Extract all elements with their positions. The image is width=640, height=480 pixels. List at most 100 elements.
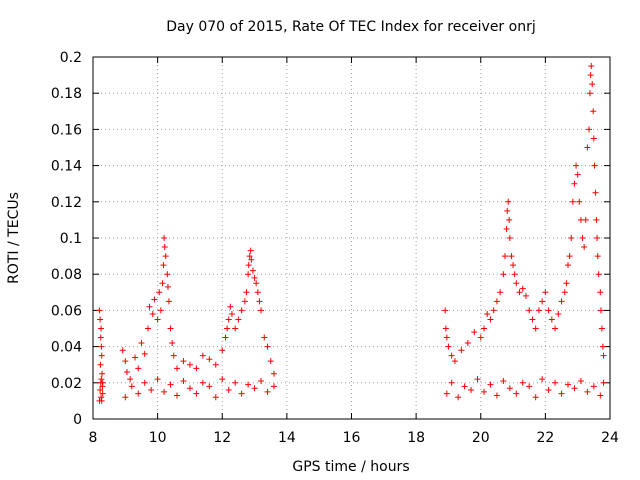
data-point [552, 379, 559, 386]
x-tick-label: 16 [343, 430, 361, 446]
axis-ticks: 8 10 12 14 16 18 20 22 24 0 0.02 0.04 0.06 0.08 0.1 0.1… [51, 50, 619, 446]
data-point [186, 361, 193, 368]
data-point [590, 135, 597, 142]
data-points [96, 63, 607, 404]
data-point [174, 392, 181, 399]
data-point [264, 388, 271, 395]
data-point [270, 370, 277, 377]
chart-title: Day 070 of 2015, Rate Of TEC Index for r… [166, 19, 535, 35]
x-tick-label: 24 [601, 430, 619, 446]
data-point [161, 388, 168, 395]
data-point [569, 198, 576, 205]
data-point [587, 72, 594, 79]
data-point [149, 311, 156, 318]
data-point [246, 253, 253, 260]
data-point [180, 358, 187, 365]
data-point [573, 162, 580, 169]
data-point [558, 298, 565, 305]
data-point [222, 334, 229, 341]
data-point [135, 365, 142, 372]
data-point [97, 387, 104, 394]
data-point [170, 352, 177, 359]
data-point [167, 381, 174, 388]
data-point [493, 392, 500, 399]
data-point [161, 235, 168, 241]
data-point [144, 325, 151, 332]
data-point [487, 316, 494, 323]
data-point [598, 325, 605, 332]
data-point [167, 325, 174, 332]
data-point [594, 253, 601, 260]
data-point [566, 253, 573, 260]
data-point [552, 325, 559, 332]
data-point [97, 334, 104, 341]
data-point [193, 390, 200, 397]
data-point [174, 365, 181, 372]
x-tick-label: 18 [407, 430, 425, 446]
y-tick-label: 0.14 [51, 159, 82, 175]
data-point [539, 376, 546, 383]
data-point [232, 379, 239, 386]
data-point [522, 292, 529, 299]
data-point [593, 216, 600, 223]
data-point [577, 377, 584, 384]
data-point [592, 189, 599, 196]
data-point [581, 244, 588, 251]
data-point [585, 126, 592, 133]
data-point [247, 247, 254, 254]
data-point [199, 379, 206, 386]
data-point [186, 385, 193, 392]
data-point [591, 162, 598, 169]
data-point [480, 325, 487, 332]
data-point [516, 289, 523, 296]
data-point [535, 307, 542, 314]
data-point [164, 283, 171, 290]
y-tick-label: 0.16 [51, 122, 82, 138]
data-point [445, 343, 452, 350]
data-point [506, 235, 513, 241]
data-point [600, 379, 607, 386]
data-point [594, 235, 601, 241]
data-point [99, 370, 106, 377]
data-point [493, 298, 500, 305]
data-point [251, 274, 258, 281]
data-point [513, 390, 520, 397]
data-point [249, 267, 256, 274]
data-point [597, 307, 604, 314]
data-point [98, 352, 105, 359]
data-point [199, 352, 206, 359]
data-point [443, 334, 450, 341]
data-point [122, 358, 129, 365]
data-point [206, 383, 213, 390]
data-point [127, 376, 134, 383]
data-point [582, 216, 589, 223]
data-point [98, 343, 105, 350]
data-point [600, 352, 607, 359]
data-point [248, 256, 255, 263]
data-point [151, 296, 158, 303]
data-point [500, 271, 507, 278]
y-tick-label: 0.2 [60, 50, 82, 66]
data-point [458, 347, 465, 354]
data-point [505, 198, 512, 205]
data-point [245, 381, 252, 388]
x-tick-label: 14 [278, 430, 296, 446]
data-point [526, 307, 533, 314]
data-point [180, 377, 187, 384]
data-point [119, 347, 126, 354]
data-point [225, 316, 232, 323]
data-point [238, 307, 245, 314]
data-point [464, 339, 471, 346]
data-point [490, 307, 497, 314]
data-point [132, 354, 139, 361]
data-point [555, 311, 562, 318]
data-point [448, 379, 455, 386]
plot-frame [92, 56, 611, 420]
data-point [128, 383, 135, 390]
data-point [258, 377, 265, 384]
data-point [96, 307, 103, 314]
data-point [484, 311, 491, 318]
data-point [501, 253, 508, 260]
data-point [154, 316, 161, 323]
data-point [148, 387, 155, 394]
